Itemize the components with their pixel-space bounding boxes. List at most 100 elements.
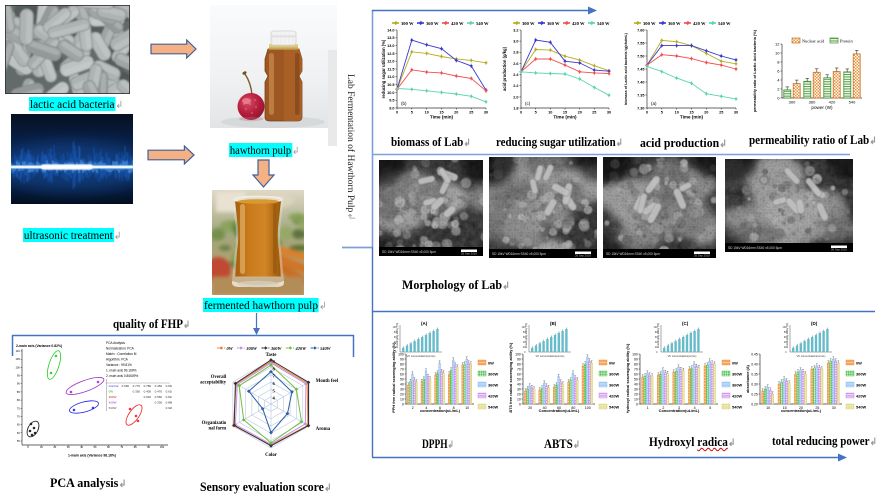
svg-text:Matrix : Correlation M: Matrix : Correlation M: [106, 352, 137, 356]
svg-text:0.940: 0.940: [144, 395, 152, 399]
svg-text:40: 40: [517, 382, 521, 386]
svg-text:(D): (D): [811, 321, 818, 326]
svg-text:0: 0: [27, 445, 29, 449]
svg-text:100: 100: [160, 445, 165, 449]
svg-text:80: 80: [394, 331, 397, 334]
svg-text:60: 60: [517, 372, 521, 376]
svg-text:65: 65: [17, 423, 20, 427]
svg-text:80: 80: [655, 331, 658, 334]
svg-text:60: 60: [557, 406, 561, 410]
svg-text:0.20: 0.20: [751, 402, 758, 406]
svg-text:25: 25: [469, 111, 473, 115]
svg-text:5: 5: [411, 111, 413, 115]
svg-text:(A): (A): [421, 321, 428, 326]
svg-text:15: 15: [563, 111, 567, 115]
svg-text:25: 25: [719, 111, 723, 115]
svg-text:VC concentration(uL/mL): VC concentration(uL/mL): [407, 354, 436, 358]
svg-text:10: 10: [517, 397, 521, 401]
svg-text:20: 20: [704, 111, 708, 115]
svg-text:Control: Control: [109, 384, 119, 388]
svg-text:2: 2: [412, 406, 414, 410]
svg-text:10: 10: [548, 111, 552, 115]
svg-text:2: 2: [662, 406, 664, 410]
svg-text:95: 95: [17, 374, 20, 378]
svg-text:40: 40: [394, 341, 397, 344]
svg-text:0.25: 0.25: [751, 392, 758, 396]
svg-text:40: 40: [400, 382, 404, 386]
svg-text:300W: 300W: [245, 346, 258, 351]
svg-text:Overall: Overall: [211, 375, 227, 380]
svg-text:360W: 360W: [609, 382, 619, 387]
svg-text:PCA Analysis: PCA Analysis: [106, 341, 125, 345]
svg-text:90: 90: [147, 445, 150, 449]
svg-text:540W: 540W: [320, 346, 332, 351]
svg-text:7.50: 7.50: [637, 54, 644, 58]
svg-text:540W: 540W: [609, 404, 619, 409]
svg-text:concentration(uL/mL): concentration(uL/mL): [420, 408, 461, 413]
svg-text:Normalization: PCA: Normalization: PCA: [106, 347, 135, 351]
svg-text:VC concentration(uL/mL): VC concentration(uL/mL): [797, 354, 826, 358]
svg-text:60: 60: [634, 372, 638, 376]
svg-text:(b): (b): [401, 101, 407, 106]
svg-text:1: 1: [647, 406, 649, 410]
svg-text:Time (min): Time (min): [553, 115, 577, 120]
svg-text:420W: 420W: [856, 393, 866, 398]
svg-text:0.35: 0.35: [751, 372, 758, 376]
svg-text:4: 4: [694, 406, 696, 410]
svg-text:60: 60: [17, 431, 20, 435]
svg-text:0W: 0W: [609, 360, 615, 365]
svg-text:8: 8: [777, 60, 780, 65]
svg-text:2.0: 2.0: [513, 95, 518, 99]
svg-text:SD 15kV WD16mm SS40 x5: SD 15kV WD16mm SS40 x5,000 5μm: [606, 252, 660, 256]
svg-text:50: 50: [517, 377, 521, 381]
svg-text:2. main axis 0.80609%: 2. main axis 0.80609%: [106, 374, 138, 378]
svg-text:2.6: 2.6: [513, 62, 518, 66]
svg-text:100: 100: [15, 365, 20, 369]
svg-text:70: 70: [634, 367, 638, 371]
svg-text:8: 8: [453, 406, 455, 410]
svg-text:70: 70: [400, 367, 404, 371]
svg-text:30: 30: [734, 111, 738, 115]
svg-text:10: 10: [400, 397, 404, 401]
svg-text:70: 70: [17, 415, 20, 419]
svg-text:scavenging ability (%): scavenging ability (%): [656, 323, 660, 348]
svg-text:6: 6: [777, 69, 780, 74]
svg-text:scavenging ability (%): scavenging ability (%): [395, 323, 399, 348]
svg-text:40: 40: [523, 341, 526, 344]
svg-text:540W: 540W: [109, 406, 117, 410]
svg-text:0: 0: [520, 111, 522, 115]
svg-text:20: 20: [454, 111, 458, 115]
svg-text:0W: 0W: [856, 360, 862, 365]
svg-text:0.920: 0.920: [166, 406, 172, 410]
svg-text:70: 70: [120, 445, 123, 449]
svg-text:0.350: 0.350: [133, 390, 141, 394]
svg-text:60: 60: [400, 372, 404, 376]
svg-text:0.540: 0.540: [166, 384, 172, 388]
svg-text:Time (min): Time (min): [680, 115, 704, 120]
svg-text:300W: 300W: [856, 371, 866, 376]
svg-text:0.770: 0.770: [133, 384, 141, 388]
svg-text:85: 85: [17, 390, 20, 394]
svg-text:60: 60: [107, 445, 110, 449]
svg-text:0: 0: [777, 96, 780, 101]
svg-text:20: 20: [655, 346, 658, 349]
svg-text:15: 15: [783, 406, 787, 410]
svg-text:20: 20: [799, 406, 803, 410]
svg-text:40: 40: [80, 445, 83, 449]
svg-text:2-main axis (Variance 0.82%): 2-main axis (Variance 0.82%): [16, 344, 62, 348]
svg-text:0.590: 0.590: [122, 384, 130, 388]
svg-text:0: 0: [636, 402, 638, 406]
svg-text:360W: 360W: [109, 395, 117, 399]
svg-text:80: 80: [17, 398, 20, 402]
svg-text:540 W: 540 W: [476, 21, 489, 26]
svg-text:30: 30: [400, 387, 404, 391]
svg-text:30: 30: [517, 387, 521, 391]
svg-text:acid production (g/kg): acid production (g/kg): [502, 46, 507, 91]
svg-text:80: 80: [634, 362, 638, 366]
svg-text:100: 100: [654, 326, 659, 329]
svg-text:60: 60: [394, 336, 397, 339]
svg-text:7.30: 7.30: [637, 106, 644, 110]
svg-text:VC concentration(uL/mL): VC concentration(uL/mL): [668, 354, 697, 358]
svg-text:30: 30: [832, 406, 836, 410]
svg-text:SD 15kV WD16mm SS40 x5: SD 15kV WD16mm SS40 x5,000 5μm: [492, 252, 546, 256]
